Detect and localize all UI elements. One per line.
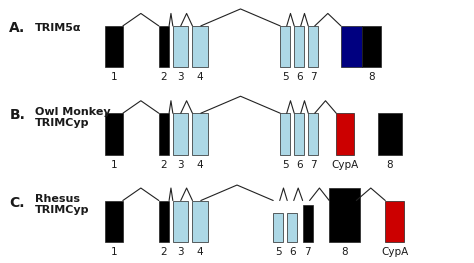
Text: 8: 8 (368, 73, 374, 83)
Text: CypA: CypA (331, 160, 359, 170)
Bar (159, 113, 169, 155)
Text: C.: C. (9, 195, 25, 210)
Bar (280, 113, 291, 155)
Text: 3: 3 (177, 247, 184, 257)
Text: Owl Monkey
TRIMCyp: Owl Monkey TRIMCyp (35, 107, 111, 128)
Text: 2: 2 (161, 160, 167, 170)
Bar (280, 26, 291, 68)
Bar (173, 113, 188, 155)
Text: 5: 5 (282, 160, 289, 170)
Text: 2: 2 (161, 247, 167, 257)
Text: 1: 1 (111, 160, 117, 170)
Text: 6: 6 (296, 160, 303, 170)
Text: 3: 3 (177, 73, 184, 83)
Text: 4: 4 (197, 73, 203, 83)
Bar (105, 113, 123, 155)
Bar (192, 26, 208, 68)
Text: 4: 4 (197, 160, 203, 170)
Text: 1: 1 (111, 247, 117, 257)
Bar (173, 26, 188, 68)
Bar (192, 200, 208, 242)
Text: CypA: CypA (381, 247, 408, 257)
Text: 8: 8 (341, 247, 348, 257)
Text: 6: 6 (296, 73, 303, 83)
Text: B.: B. (9, 108, 25, 122)
Text: 7: 7 (304, 247, 311, 257)
Bar (105, 200, 123, 242)
Bar (273, 213, 283, 242)
Text: 7: 7 (310, 73, 317, 83)
Bar (329, 188, 360, 242)
Bar (294, 26, 304, 68)
Text: TRIM5α: TRIM5α (35, 23, 82, 33)
Bar (336, 113, 354, 155)
Text: 5: 5 (282, 73, 289, 83)
Bar (192, 113, 208, 155)
Bar (341, 26, 362, 68)
Text: Rhesus
TRIMCyp: Rhesus TRIMCyp (35, 194, 90, 215)
Text: A.: A. (9, 21, 26, 35)
Bar (159, 200, 169, 242)
Text: 3: 3 (177, 160, 184, 170)
Text: 5: 5 (275, 247, 282, 257)
Text: 7: 7 (310, 160, 317, 170)
Text: 2: 2 (161, 73, 167, 83)
Bar (385, 200, 404, 242)
Text: 4: 4 (197, 247, 203, 257)
Bar (105, 26, 123, 68)
Bar (362, 26, 381, 68)
Text: 1: 1 (111, 73, 117, 83)
Bar (308, 113, 319, 155)
Bar (173, 200, 188, 242)
Bar (294, 113, 304, 155)
Bar (159, 26, 169, 68)
Bar (287, 213, 298, 242)
Bar (302, 205, 313, 242)
Bar (308, 26, 319, 68)
Text: 6: 6 (289, 247, 296, 257)
Text: 8: 8 (387, 160, 393, 170)
Bar (378, 113, 401, 155)
